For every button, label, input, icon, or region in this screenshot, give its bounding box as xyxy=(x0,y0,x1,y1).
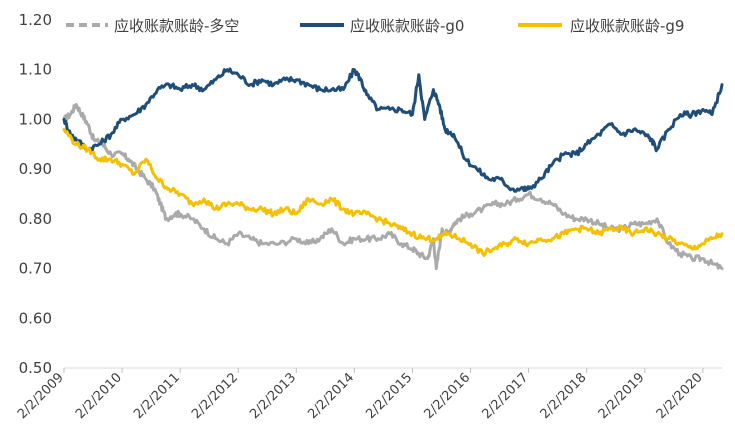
series-group xyxy=(62,67,724,271)
y-tick-label: 1.00 xyxy=(19,110,52,128)
legend-label-1: 应收账款账龄-g0 xyxy=(350,17,464,35)
series-line-1 xyxy=(62,67,724,193)
y-tick-label: 1.20 xyxy=(19,11,52,29)
legend: 应收账款账龄-多空 应收账款账龄-g0 应收账款账龄-g9 xyxy=(66,17,684,35)
x-tick-label: 2/2/2016 xyxy=(421,370,473,422)
legend-label-0: 应收账款账龄-多空 xyxy=(114,17,239,35)
y-tick-label: 1.10 xyxy=(19,61,52,79)
x-tick-label: 2/2/2020 xyxy=(654,370,706,422)
x-tick-label: 2/2/2017 xyxy=(480,370,532,422)
y-axis: 0.50 0.60 0.70 0.80 0.90 1.00 1.10 1.20 xyxy=(19,11,52,377)
y-tick-label: 0.70 xyxy=(19,260,52,278)
y-tick-label: 0.80 xyxy=(19,210,52,228)
x-tick-label: 2/2/2012 xyxy=(189,370,241,422)
x-tick-label: 2/2/2009 xyxy=(15,370,67,422)
x-axis: 2/2/2009 2/2/2010 2/2/2011 2/2/2012 2/2/2013… xyxy=(15,367,722,422)
y-tick-label: 0.50 xyxy=(19,359,52,377)
y-tick-label: 0.60 xyxy=(19,309,52,327)
y-tick-label: 0.90 xyxy=(19,160,52,178)
series-line-0 xyxy=(62,103,724,271)
x-tick-label: 2/2/2013 xyxy=(247,370,299,422)
x-tick-label: 2/2/2018 xyxy=(538,370,590,422)
x-tick-label: 2/2/2019 xyxy=(596,370,648,422)
x-tick-label: 2/2/2010 xyxy=(73,370,125,422)
x-tick-label: 2/2/2011 xyxy=(131,370,183,422)
series-line-2 xyxy=(62,127,724,257)
x-tick-label: 2/2/2015 xyxy=(363,370,415,422)
x-tick-label: 2/2/2014 xyxy=(305,370,357,422)
legend-label-2: 应收账款账龄-g9 xyxy=(570,17,684,35)
